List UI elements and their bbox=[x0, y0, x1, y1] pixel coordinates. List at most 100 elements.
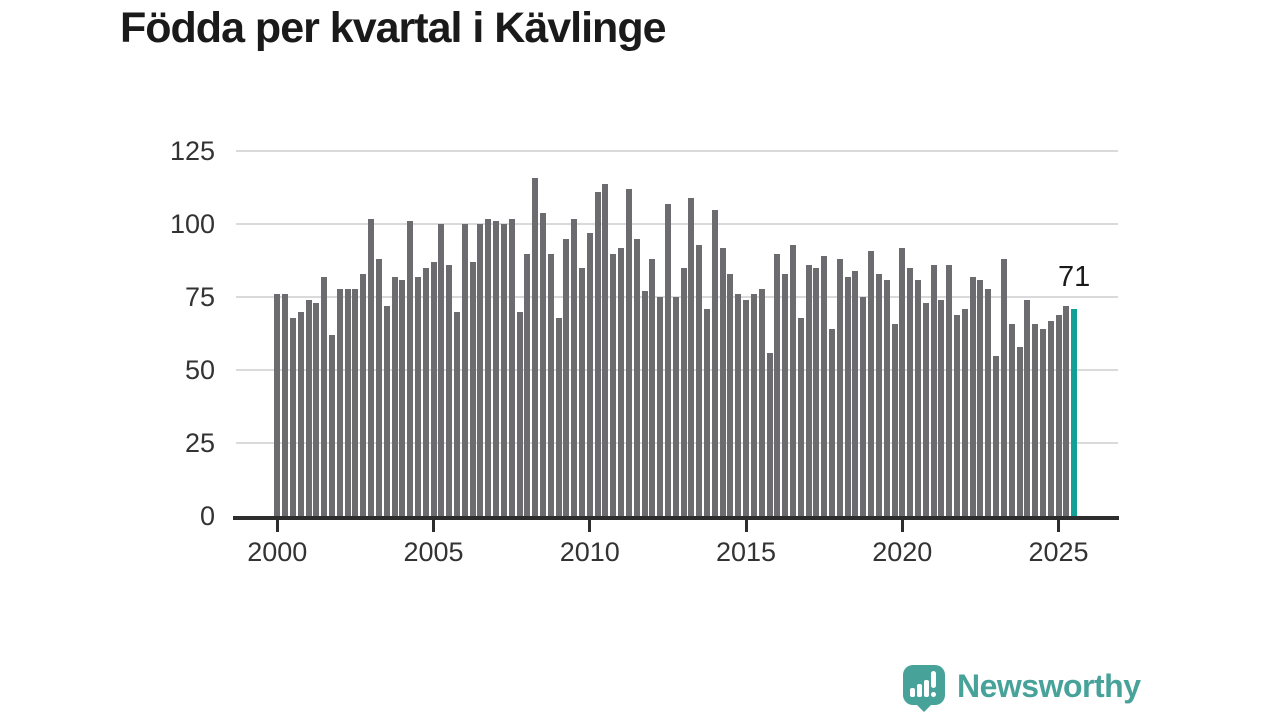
bar-2011-q3 bbox=[633, 238, 640, 516]
bar-2020-q4 bbox=[922, 303, 929, 516]
x-axis-tick-label: 2015 bbox=[716, 537, 777, 567]
y-axis-tick-label: 75 bbox=[184, 282, 215, 313]
bar-2022-q1 bbox=[961, 308, 968, 516]
bar-2016-q3 bbox=[789, 244, 796, 516]
bar-2005-q1 bbox=[430, 262, 437, 516]
bar-2013-q1 bbox=[680, 268, 687, 516]
x-axis-tick-2010 bbox=[588, 519, 592, 532]
bar-2010-q4 bbox=[610, 253, 617, 516]
bar-2022-q2 bbox=[969, 276, 976, 516]
bar-2024-q3 bbox=[1039, 329, 1046, 516]
bar-2024-q2 bbox=[1032, 323, 1039, 516]
bar-2011-q2 bbox=[625, 189, 632, 516]
bar-2024-q1 bbox=[1024, 300, 1031, 516]
bar-2001-q4 bbox=[329, 335, 335, 516]
bar-2004-q4 bbox=[422, 268, 429, 516]
bar-2008-q4 bbox=[547, 253, 554, 516]
bar-2021-q2 bbox=[938, 300, 945, 516]
bar-2001-q2 bbox=[313, 303, 320, 516]
bar-2025-q2 bbox=[1063, 306, 1070, 516]
y-axis-tick-label: 125 bbox=[169, 136, 215, 167]
bar-2002-q2 bbox=[344, 288, 351, 516]
bar-2007-q1 bbox=[493, 221, 500, 516]
bar-chart-speech-bubble-icon bbox=[903, 665, 945, 712]
bar-2007-q2 bbox=[500, 224, 507, 516]
bar-2002-q1 bbox=[336, 288, 343, 516]
bar-2018-q3 bbox=[852, 271, 859, 516]
bar-2019-q3 bbox=[883, 279, 890, 516]
bar-2022-q3 bbox=[977, 279, 984, 516]
bar-2016-q4 bbox=[797, 317, 804, 516]
x-axis-tick-label: 2010 bbox=[559, 537, 620, 567]
y-axis-tick-label: 25 bbox=[184, 428, 215, 459]
bar-2024-q4 bbox=[1047, 320, 1054, 516]
bar-2002-q3 bbox=[352, 288, 359, 516]
bar-2020-q2 bbox=[907, 268, 914, 516]
bar-2010-q3 bbox=[602, 183, 609, 516]
bar-2014-q1 bbox=[711, 209, 718, 516]
bar-2000-q2 bbox=[282, 294, 289, 516]
bar-2012-q2 bbox=[657, 297, 664, 516]
bar-2004-q1 bbox=[399, 279, 406, 516]
x-axis-tick-2025 bbox=[1057, 519, 1061, 532]
bar-2023-q3 bbox=[1008, 323, 1015, 516]
bar-2000-q1 bbox=[274, 294, 281, 516]
gridline-y-125 bbox=[236, 150, 1118, 153]
bar-2003-q3 bbox=[383, 306, 390, 516]
x-axis-tick-2020 bbox=[900, 519, 904, 532]
bar-2019-q4 bbox=[891, 323, 898, 516]
bar-2015-q2 bbox=[750, 294, 757, 516]
bar-2021-q4 bbox=[954, 314, 960, 516]
bar-2012-q4 bbox=[672, 297, 679, 516]
bar-2005-q4 bbox=[454, 311, 460, 516]
bar-2018-q2 bbox=[844, 276, 851, 516]
bar-2003-q2 bbox=[375, 259, 382, 516]
bar-2001-q1 bbox=[305, 300, 312, 516]
bar-2017-q3 bbox=[821, 256, 828, 516]
bar-2008-q1 bbox=[524, 253, 531, 516]
bar-2014-q3 bbox=[727, 273, 734, 516]
bar-2018-q1 bbox=[836, 259, 843, 516]
bar-2015-q3 bbox=[758, 288, 765, 516]
bar-2008-q3 bbox=[539, 212, 546, 516]
bar-2009-q3 bbox=[571, 218, 578, 516]
bar-2009-q4 bbox=[579, 268, 585, 516]
y-axis-tick-label: 100 bbox=[169, 209, 215, 240]
bar-2019-q2 bbox=[875, 273, 882, 516]
bar-2015-q4 bbox=[766, 352, 773, 516]
bar-2010-q2 bbox=[594, 192, 601, 516]
bar-2019-q1 bbox=[868, 250, 874, 516]
bar-2012-q3 bbox=[664, 203, 671, 516]
bar-2013-q4 bbox=[704, 308, 710, 516]
bar-2004-q2 bbox=[407, 221, 414, 516]
bar-2003-q1 bbox=[368, 218, 375, 516]
bar-2017-q2 bbox=[813, 268, 820, 516]
bar-2000-q4 bbox=[297, 311, 304, 516]
x-axis-tick-2000 bbox=[275, 519, 279, 532]
x-axis-tick-label: 2000 bbox=[247, 537, 308, 567]
bar-2023-q4 bbox=[1016, 346, 1023, 516]
bar-2006-q4 bbox=[485, 218, 492, 516]
bar-2020-q3 bbox=[914, 279, 921, 516]
bar-2017-q1 bbox=[805, 265, 812, 516]
bar-2009-q1 bbox=[555, 317, 562, 516]
bar-2013-q3 bbox=[696, 244, 703, 516]
x-axis-tick-2005 bbox=[432, 519, 436, 532]
bar-2015-q1 bbox=[743, 300, 749, 516]
chart-title: Födda per kvartal i Kävlinge bbox=[120, 4, 667, 52]
bar-2023-q1 bbox=[993, 355, 999, 516]
newsworthy-logo: Newsworthy bbox=[902, 664, 1141, 712]
x-axis-tick-2015 bbox=[744, 519, 748, 532]
bar-2020-q1 bbox=[899, 247, 906, 516]
bar-2014-q2 bbox=[719, 247, 726, 516]
bar-2010-q1 bbox=[586, 233, 593, 516]
bar-2013-q2 bbox=[688, 198, 695, 516]
gridline-y-100 bbox=[236, 223, 1118, 226]
bar-2023-q2 bbox=[1000, 259, 1007, 516]
bar-2011-q1 bbox=[618, 247, 624, 516]
bar-2011-q4 bbox=[641, 291, 648, 516]
bar-2007-q3 bbox=[508, 218, 515, 516]
bar-2005-q2 bbox=[438, 224, 445, 516]
